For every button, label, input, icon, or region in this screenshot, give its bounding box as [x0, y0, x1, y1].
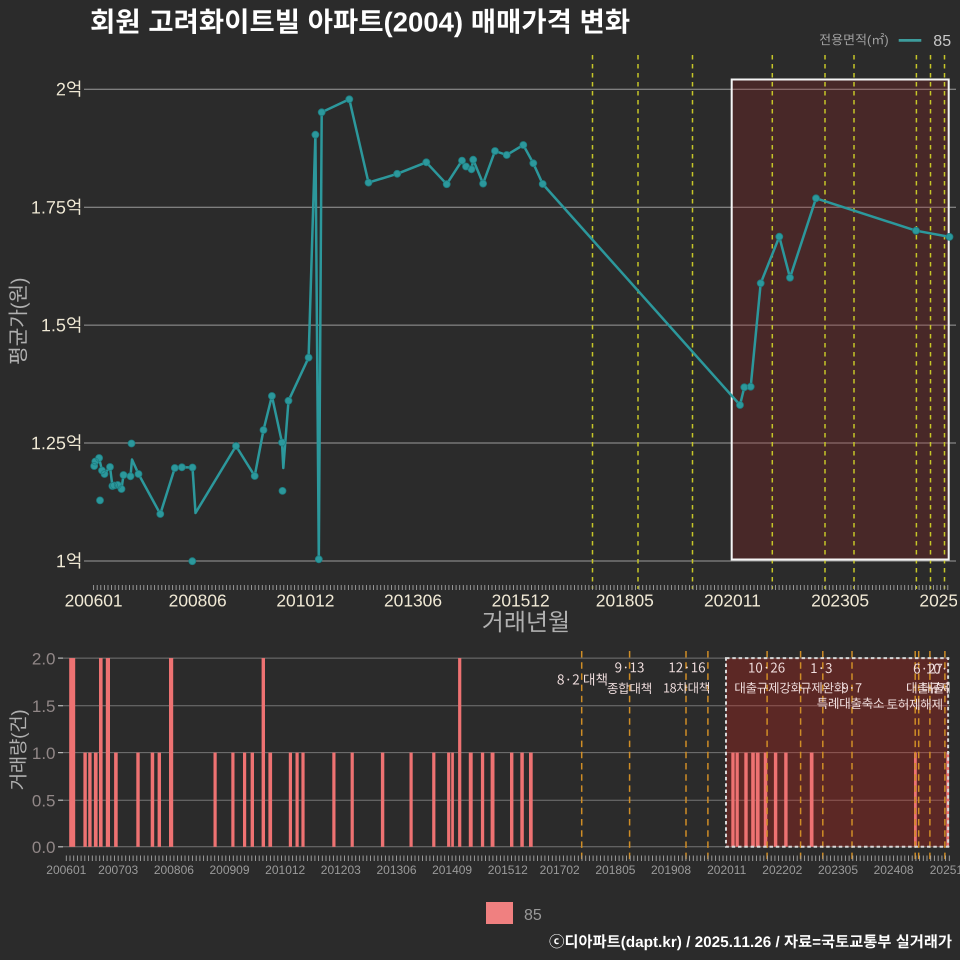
svg-text:200806: 200806: [169, 590, 227, 610]
svg-text:202305: 202305: [818, 863, 858, 877]
svg-text:201805: 201805: [596, 590, 654, 610]
svg-text:200909: 200909: [209, 863, 249, 877]
svg-text:202511: 202511: [930, 863, 960, 877]
svg-text:1.0: 1.0: [32, 744, 56, 763]
svg-text:202011: 202011: [704, 590, 761, 610]
svg-text:201409: 201409: [432, 863, 472, 877]
svg-text:202511: 202511: [919, 590, 960, 610]
svg-text:201512: 201512: [488, 863, 528, 877]
svg-text:0.0: 0.0: [32, 838, 56, 857]
svg-text:201512: 201512: [492, 590, 550, 610]
svg-text:200601: 200601: [46, 863, 86, 877]
svg-text:201805: 201805: [595, 863, 635, 877]
svg-text:200601: 200601: [65, 590, 123, 610]
svg-text:202408: 202408: [874, 863, 914, 877]
svg-text:200703: 200703: [98, 863, 138, 877]
svg-text:201306: 201306: [376, 863, 416, 877]
svg-text:85: 85: [933, 33, 951, 50]
svg-text:201306: 201306: [384, 590, 442, 610]
svg-text:85: 85: [524, 907, 542, 924]
svg-text:200806: 200806: [154, 863, 194, 877]
svg-text:1.5: 1.5: [32, 697, 56, 716]
svg-text:201908: 201908: [651, 863, 691, 877]
svg-text:202305: 202305: [811, 590, 869, 610]
svg-text:202202: 202202: [762, 863, 802, 877]
svg-text:201203: 201203: [321, 863, 361, 877]
svg-text:202011: 202011: [707, 863, 746, 877]
svg-text:2.0: 2.0: [32, 649, 56, 668]
svg-text:201012: 201012: [276, 590, 334, 610]
svg-text:201012: 201012: [265, 863, 305, 877]
svg-text:201702: 201702: [540, 863, 580, 877]
svg-text:0.5: 0.5: [32, 791, 56, 810]
